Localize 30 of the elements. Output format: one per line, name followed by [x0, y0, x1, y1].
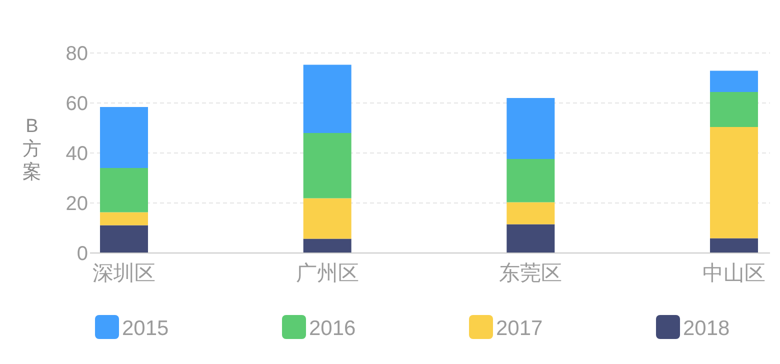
y-tick-label: 40	[66, 143, 88, 165]
legend-label: 2018	[683, 317, 730, 340]
bar	[506, 159, 555, 202]
bar	[100, 107, 148, 168]
bar	[100, 168, 148, 212]
bar	[303, 64, 352, 133]
y-tick-label: 20	[66, 193, 88, 215]
legend-label: 2015	[122, 317, 169, 340]
x-tick-label: 东莞区	[499, 262, 562, 285]
y-tick-label: 0	[76, 243, 88, 265]
x-tick-label: 广州区	[296, 262, 359, 285]
legend-label: 2017	[496, 317, 543, 340]
bar	[506, 98, 555, 159]
legend-label: 2016	[309, 317, 356, 340]
bar	[506, 224, 555, 253]
bar	[100, 225, 148, 253]
bar	[303, 133, 352, 198]
bar	[506, 202, 555, 224]
bar	[710, 127, 758, 238]
bar	[303, 238, 352, 253]
y-tick-label: 60	[66, 93, 88, 115]
y-axis-title: B方案	[22, 116, 42, 183]
x-tick-label: 深圳区	[92, 262, 156, 285]
x-tick-label: 中山区	[702, 262, 766, 285]
bar	[303, 198, 352, 239]
bar	[710, 70, 758, 92]
bar	[710, 238, 758, 253]
bar	[100, 212, 148, 226]
y-tick-label: 80	[66, 43, 88, 65]
bar	[710, 92, 758, 127]
